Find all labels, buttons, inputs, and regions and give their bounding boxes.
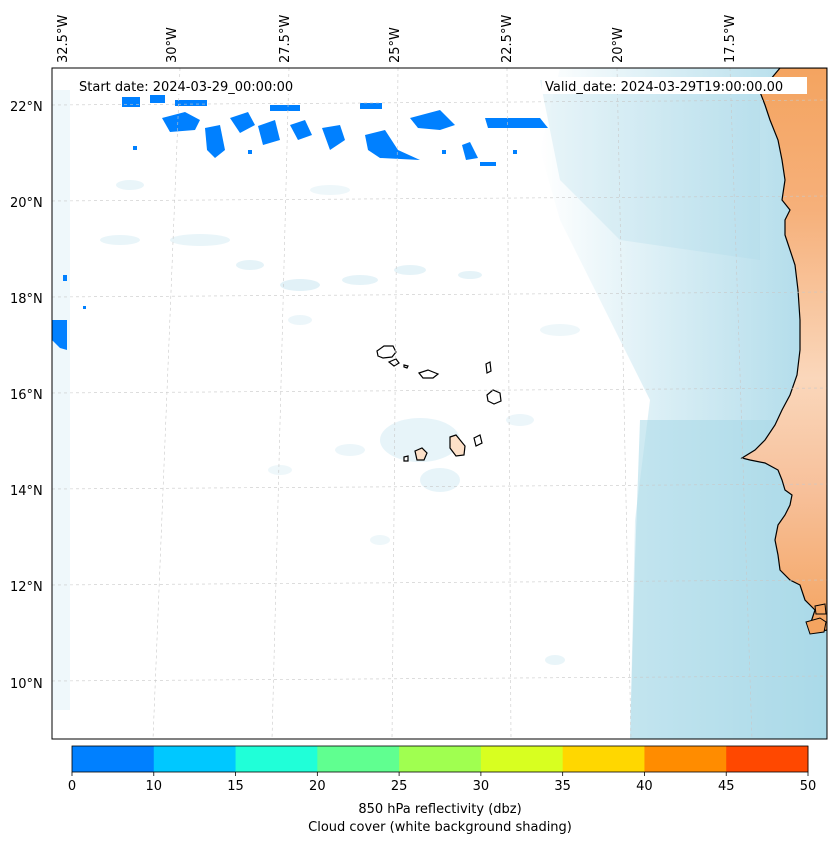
colorbar-swatch — [153, 746, 237, 772]
lon-labels: 32.5°W 30°W 27.5°W 25°W 22.5°W 20°W 17.5… — [56, 15, 738, 63]
colorbar-tick-label: 25 — [391, 779, 408, 794]
reflectivity-patches — [52, 95, 548, 350]
map-layers — [52, 68, 827, 739]
lat-label: 10°N — [10, 677, 43, 692]
colorbar-tick-label: 50 — [800, 779, 817, 794]
island-brava — [403, 455, 409, 462]
colorbar-tick-label: 10 — [146, 779, 163, 794]
island-fogo — [414, 447, 428, 461]
colorbar-tick-label: 20 — [309, 779, 326, 794]
island-boa-vista — [486, 389, 502, 405]
colorbar-swatch — [562, 746, 645, 772]
lat-label: 12°N — [10, 580, 43, 595]
lon-label: 25°W — [388, 27, 403, 63]
colorbar: 0 10 15 20 25 30 35 40 45 50 — [68, 745, 817, 794]
colorbar-tick-label: 0 — [68, 779, 76, 794]
colorbar-swatch — [72, 746, 155, 772]
lat-label: 22°N — [10, 100, 43, 115]
colorbar-swatch — [480, 746, 564, 772]
island-maio — [473, 434, 483, 447]
lat-label: 14°N — [10, 484, 43, 499]
colorbar-title: 850 hPa reflectivity (dbz) — [358, 802, 521, 817]
colorbar-border — [71, 745, 809, 773]
colorbar-tick-label: 15 — [227, 779, 244, 794]
colorbar-tick-label: 35 — [554, 779, 571, 794]
island-sal — [485, 361, 492, 374]
coastal-island — [814, 603, 827, 615]
valid-date-label: Valid_date: 2024-03-29T19:00:00.00 — [545, 80, 783, 95]
island-sao-vicente — [387, 358, 400, 367]
start-date-label: Start date: 2024-03-29_00:00:00 — [79, 80, 293, 95]
colorbar-swatch — [235, 746, 318, 772]
lon-label: 30°W — [165, 27, 180, 63]
island-santiago — [449, 434, 466, 457]
lat-label: 16°N — [10, 388, 43, 403]
colorbar-tick-label: 30 — [473, 779, 490, 794]
colorbar-subtitle: Cloud cover (white background shading) — [308, 820, 572, 835]
lon-label: 32.5°W — [56, 15, 71, 63]
bijagos-islands — [805, 617, 827, 635]
africa-land — [740, 68, 827, 633]
island-sao-nicolau — [417, 369, 440, 379]
colorbar-swatch — [399, 746, 482, 772]
map-border — [51, 67, 828, 740]
colorbar-swatch — [726, 746, 809, 772]
island-santo-antao — [376, 345, 397, 359]
lon-label: 20°W — [611, 27, 626, 63]
cloud-cover-shading — [52, 68, 827, 739]
colorbar-tick-label: 45 — [718, 779, 735, 794]
valid-date-box — [542, 77, 807, 94]
lon-label: 22.5°W — [500, 15, 515, 63]
colorbar-tick-label: 40 — [636, 779, 653, 794]
island-santa-luzia — [403, 364, 409, 369]
lat-labels: 22°N 20°N 18°N 16°N 14°N 12°N 10°N — [10, 100, 43, 692]
graticule — [52, 68, 827, 739]
cape-verde-islands — [376, 345, 502, 462]
start-date-box — [76, 77, 311, 94]
colorbar-swatch — [644, 746, 727, 772]
lon-label: 27.5°W — [278, 15, 293, 63]
lon-label: 17.5°W — [723, 15, 738, 63]
colorbar-swatch — [317, 746, 400, 772]
lat-label: 18°N — [10, 292, 43, 307]
lat-label: 20°N — [10, 196, 43, 211]
